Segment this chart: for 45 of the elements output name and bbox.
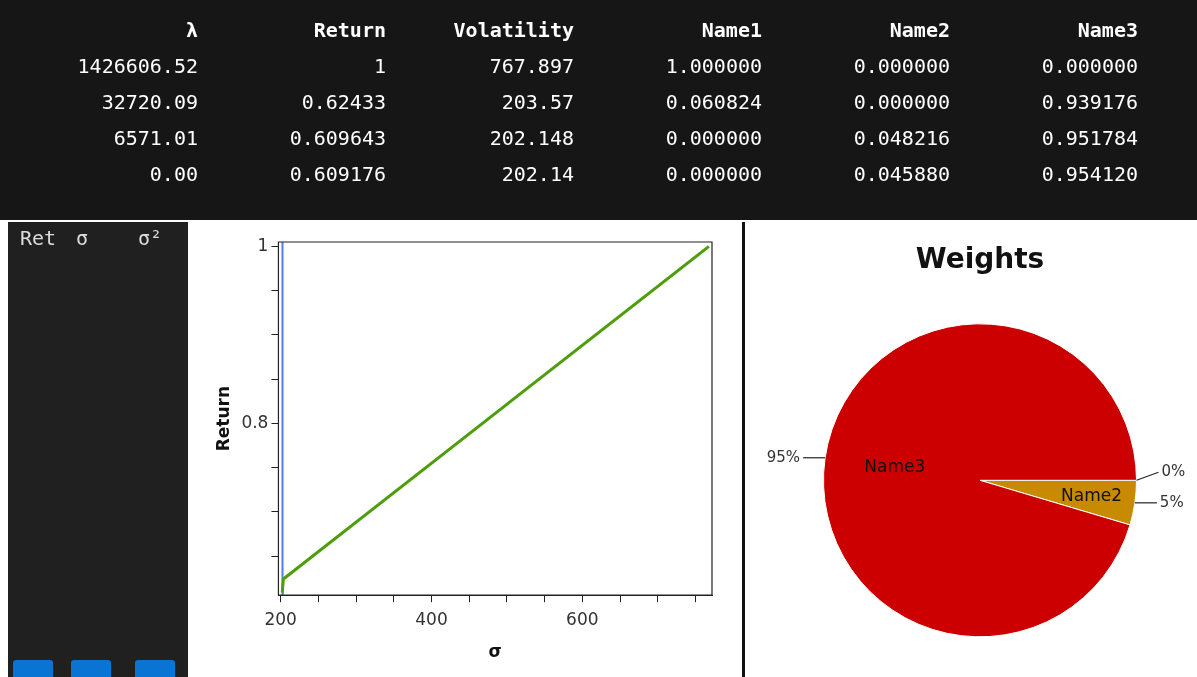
text: 767.897 bbox=[489, 54, 574, 78]
text: 6571.01 bbox=[113, 126, 198, 150]
text: 0.045880 bbox=[853, 162, 950, 186]
chart-title: Weights bbox=[915, 242, 1045, 276]
y-axis-title: Return bbox=[212, 385, 233, 452]
y-tick-label: 0.8 bbox=[241, 411, 269, 432]
text: 0.000000 bbox=[665, 162, 762, 186]
x-tick-label: 400 bbox=[415, 608, 448, 629]
category-label: Name2 bbox=[888, 17, 950, 44]
text: 1 bbox=[373, 54, 386, 78]
category-label: Volatility bbox=[452, 17, 574, 44]
text: 0.951784 bbox=[1041, 126, 1138, 150]
text: 1.000000 bbox=[665, 54, 762, 78]
text: 0% bbox=[1161, 462, 1186, 481]
text: 32720.09 bbox=[101, 90, 198, 114]
x-axis-title: σ bbox=[488, 641, 502, 662]
data-label: 5% bbox=[1159, 492, 1184, 511]
text: 0.000000 bbox=[665, 126, 762, 150]
category-label: Ret bbox=[20, 226, 57, 250]
slice-label: Name3 bbox=[864, 456, 926, 477]
text: 203.57 bbox=[501, 90, 574, 114]
text: 202.148 bbox=[489, 126, 574, 150]
x-tick-label: 200 bbox=[264, 608, 297, 629]
text: 0.000000 bbox=[853, 90, 950, 114]
text: 202.14 bbox=[501, 162, 574, 186]
text: 0.954120 bbox=[1041, 162, 1138, 186]
text: 0.000000 bbox=[853, 54, 950, 78]
text: 0.048216 bbox=[853, 126, 950, 150]
slice-label: Name2 bbox=[1061, 484, 1122, 505]
x-tick-label: 600 bbox=[566, 608, 599, 629]
category-label: σ bbox=[76, 226, 89, 250]
text: 0.609176 bbox=[289, 162, 386, 186]
category-label: Name3 bbox=[1076, 17, 1138, 44]
category-label: λ bbox=[184, 17, 198, 44]
text: 0.00 bbox=[149, 162, 198, 186]
text: 0.939176 bbox=[1041, 90, 1138, 114]
category-label: Return bbox=[312, 17, 386, 44]
category-label: Name1 bbox=[700, 17, 762, 44]
data-label: 95% bbox=[766, 447, 801, 466]
text: 0.000000 bbox=[1041, 54, 1138, 78]
category-label: σ² bbox=[138, 226, 163, 250]
text: 0.62433 bbox=[301, 90, 386, 114]
text: 1426606.52 bbox=[77, 54, 198, 78]
text: 0.609643 bbox=[289, 126, 386, 150]
text: 0.060824 bbox=[665, 90, 762, 114]
